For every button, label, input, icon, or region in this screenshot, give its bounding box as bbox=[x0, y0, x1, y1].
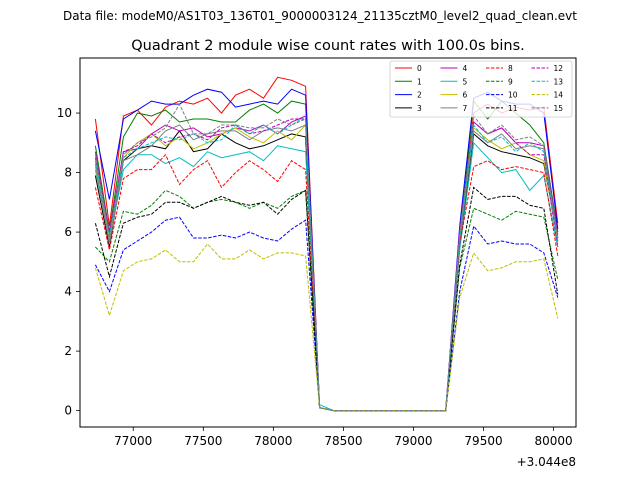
y-tick-label: 4 bbox=[64, 285, 72, 299]
axes-frame bbox=[79, 57, 577, 428]
legend-label-2: 2 bbox=[417, 91, 422, 100]
x-tick-label: 80000 bbox=[534, 434, 572, 448]
legend-label-0: 0 bbox=[417, 64, 422, 73]
x-axis: 77000 77500 78000 78500 79000 79500 80000 bbox=[114, 427, 573, 448]
series-line-8 bbox=[94, 153, 559, 412]
legend-label-8: 8 bbox=[508, 64, 513, 73]
legend-label-5: 5 bbox=[463, 77, 468, 86]
series-line-15 bbox=[94, 103, 559, 412]
series-line-13 bbox=[94, 115, 559, 412]
x-tick-label: 79000 bbox=[394, 434, 432, 448]
legend-label-9: 9 bbox=[508, 77, 513, 86]
legend-label-6: 6 bbox=[463, 91, 468, 100]
x-tick-label: 77500 bbox=[184, 434, 222, 448]
y-tick-label: 0 bbox=[64, 404, 72, 418]
legend-label-7: 7 bbox=[463, 104, 468, 113]
legend-label-3: 3 bbox=[417, 104, 422, 113]
y-tick-label: 2 bbox=[64, 344, 72, 358]
y-axis: 0 2 4 6 8 10 bbox=[57, 106, 80, 418]
y-tick-label: 8 bbox=[64, 166, 72, 180]
legend-label-1: 1 bbox=[417, 77, 422, 86]
legend-label-12: 12 bbox=[554, 64, 564, 73]
x-tick-label: 78000 bbox=[254, 434, 292, 448]
y-tick-label: 6 bbox=[64, 225, 72, 239]
plot-area bbox=[94, 76, 559, 412]
legend-label-11: 11 bbox=[508, 104, 518, 113]
legend-label-10: 10 bbox=[508, 91, 518, 100]
series-line-5 bbox=[94, 141, 559, 412]
legend-label-4: 4 bbox=[463, 64, 468, 73]
x-axis-offset-text: +3.044e8 bbox=[517, 455, 576, 469]
y-tick-label: 10 bbox=[57, 106, 72, 120]
chart-title: Quadrant 2 module wise count rates with … bbox=[131, 38, 525, 54]
x-tick-label: 77000 bbox=[114, 434, 152, 448]
legend-frame bbox=[389, 60, 573, 118]
legend-label-14: 14 bbox=[554, 91, 564, 100]
x-tick-label: 78500 bbox=[324, 434, 362, 448]
figure-suptitle: Data file: modeM0/AS1T03_136T01_90000031… bbox=[63, 9, 577, 23]
legend-label-13: 13 bbox=[554, 77, 564, 86]
legend-label-15: 15 bbox=[554, 104, 564, 113]
x-tick-label: 79500 bbox=[464, 434, 502, 448]
